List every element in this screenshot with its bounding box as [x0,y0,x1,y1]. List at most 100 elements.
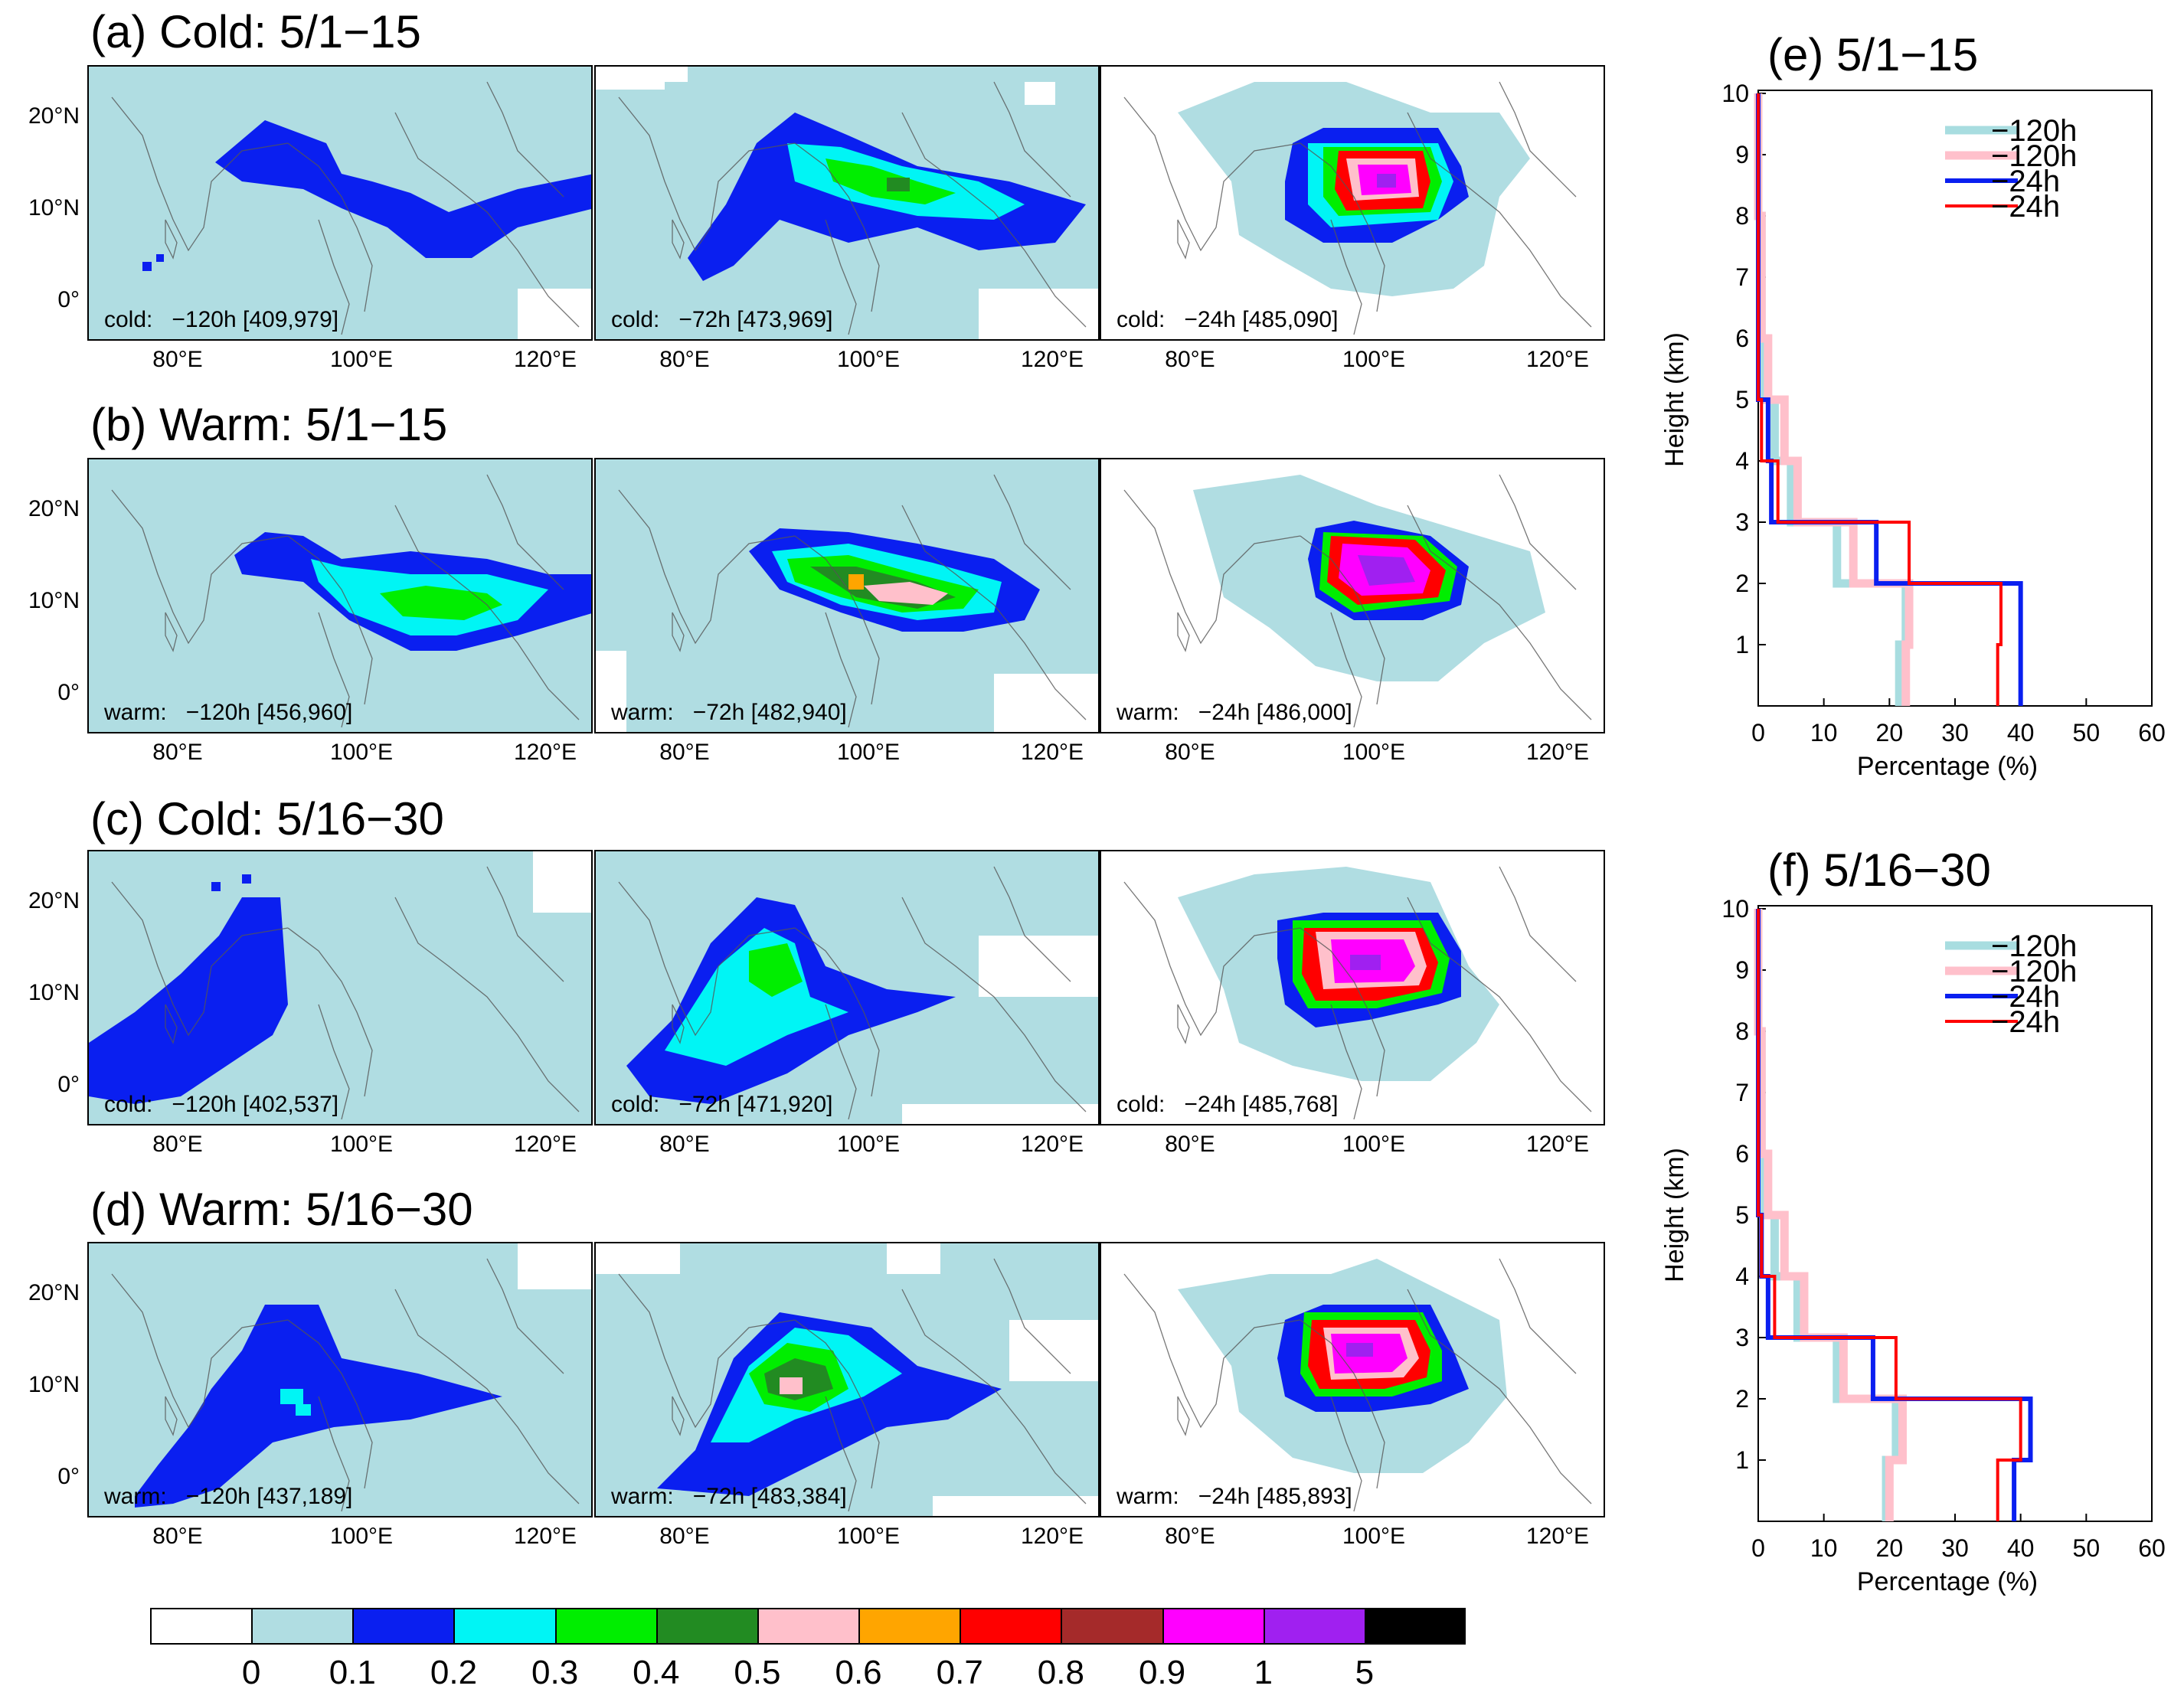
map-field [89,67,591,339]
colorbar-swatch [960,1608,1061,1645]
field-contour-region [135,1305,502,1508]
x-tick-label: 20 [1876,1534,1904,1562]
colorbar-label: 0.5 [734,1654,781,1691]
x-tick-label: 30 [1941,1534,1969,1562]
panel-label: cold: −72h [473,969] [611,307,832,333]
map-field [89,1243,591,1516]
y-tick-label: 7 [1735,263,1749,291]
field-contour-region [902,1104,1098,1124]
lon-tick-label: 100°E [836,347,901,372]
panel-label-value: −72h [473,969] [678,307,833,332]
lon-tick-label: 80°E [659,1132,710,1157]
panel-label-value: −72h [483,384] [692,1484,847,1509]
map-field [596,851,1098,1124]
colorbar-label: 0.4 [633,1654,680,1691]
colorbar-label: 0.2 [430,1654,478,1691]
field-contour-region [979,289,1098,339]
legend-label: −120h [1991,114,2077,148]
field-contour-region [518,289,591,339]
lat-tick-label: 20°N [28,1280,80,1305]
x-tick-label: 50 [2073,719,2101,746]
legend-label: −24h [1991,980,2060,1014]
lon-tick-label: 80°E [152,740,203,765]
y-tick-label: 9 [1735,956,1749,984]
y-tick-label: 5 [1735,386,1749,413]
colorbar-swatch [656,1608,757,1645]
panel-label-kind: warm: [1117,1484,1179,1509]
panel-label-value: −24h [486,000] [1198,700,1352,725]
y-axis-label: Height (km) [1660,1148,1689,1282]
colorbar-label: 0.1 [329,1654,376,1691]
field-contour-region [1358,555,1415,586]
lon-tick-label: 80°E [152,1524,203,1549]
colorbar-label: 0.7 [936,1654,983,1691]
map-panel: cold: −120h [402,537] [87,850,593,1125]
colorbar-swatch [1162,1608,1264,1645]
panel-label-kind: cold: [104,1092,153,1117]
lon-tick-label: 120°E [513,1132,577,1157]
panel-label-spacer [152,307,172,332]
lon-tick-label: 100°E [329,1132,394,1157]
colorbar-swatch [251,1608,353,1645]
field-contour-region [848,574,864,590]
lon-tick-label: 120°E [513,347,577,372]
profile-series-line [1757,93,2003,706]
y-tick-label: 3 [1735,1324,1749,1351]
profile-series-line [1754,93,1914,706]
panel-label-kind: warm: [611,1484,674,1509]
map-panel: warm: −120h [456,960] [87,458,593,733]
y-tick-label: 3 [1735,508,1749,536]
x-tick-label: 0 [1751,1534,1765,1562]
lon-tick-label: 100°E [1342,1132,1406,1157]
lon-tick-label: 120°E [513,1524,577,1549]
profile-series-line [1757,909,2022,1521]
panel-label-value: −120h [409,979] [172,307,339,332]
lon-tick-label: 100°E [329,347,394,372]
panel-label: cold: −24h [485,090] [1117,307,1338,333]
map-field [89,851,591,1124]
y-tick-label: 8 [1735,1018,1749,1045]
lon-tick-label: 120°E [1525,1524,1590,1549]
lon-tick-label: 100°E [836,740,901,765]
panel-label-value: −120h [456,960] [185,700,353,725]
x-tick-label: 10 [1810,1534,1838,1562]
panel-label-spacer [167,1484,186,1509]
y-tick-label: 7 [1735,1079,1749,1106]
colorbar-label: 5 [1355,1654,1375,1691]
x-tick-label: 60 [2138,719,2166,746]
panel-label-spacer [1165,307,1184,332]
field-contour-region [864,582,948,605]
map-row-title: (d) Warm: 5/16−30 [90,1184,473,1235]
panel-label-kind: cold: [104,307,153,332]
colorbar-swatch [1263,1608,1365,1645]
profile-chart-f: (f) 5/16−30 0 10 20 30 40 50 60 1 2 3 4 5 6 7 8 9 10 Perce… [1646,838,2182,1627]
panel-label-value: −120h [402,537] [172,1092,339,1117]
y-tick-label: 4 [1735,447,1749,475]
lon-tick-label: 120°E [1525,740,1590,765]
lon-tick-label: 80°E [1165,740,1215,765]
panel-label-spacer [674,700,693,725]
panel-label-kind: warm: [611,700,674,725]
field-contour-region [142,262,152,271]
x-tick-label: 60 [2138,1534,2166,1562]
y-axis-label: Height (km) [1660,332,1689,467]
field-contour-region [749,943,803,997]
panel-label-kind: warm: [104,700,167,725]
lon-tick-label: 80°E [659,740,710,765]
x-tick-label: 20 [1876,719,1904,746]
panel-label: cold: −120h [409,979] [104,307,338,333]
colorbar-swatch [150,1608,252,1645]
panel-label: warm: −72h [483,384] [611,1484,847,1510]
profile-series-line [1756,93,2023,706]
lat-tick-label: 0° [57,1072,80,1097]
map-row-title: (b) Warm: 5/1−15 [90,399,448,450]
panel-label: warm: −24h [485,893] [1117,1484,1352,1510]
panel-label-value: −72h [482,940] [692,700,847,725]
field-contour-region [596,651,626,732]
panel-label: cold: −120h [402,537] [104,1092,338,1118]
panel-label-kind: cold: [611,1092,660,1117]
map-panel: warm: −24h [486,000] [1100,458,1605,733]
panel-label-kind: warm: [1117,700,1179,725]
panel-label-kind: cold: [611,307,660,332]
x-tick-label: 40 [2007,719,2035,746]
